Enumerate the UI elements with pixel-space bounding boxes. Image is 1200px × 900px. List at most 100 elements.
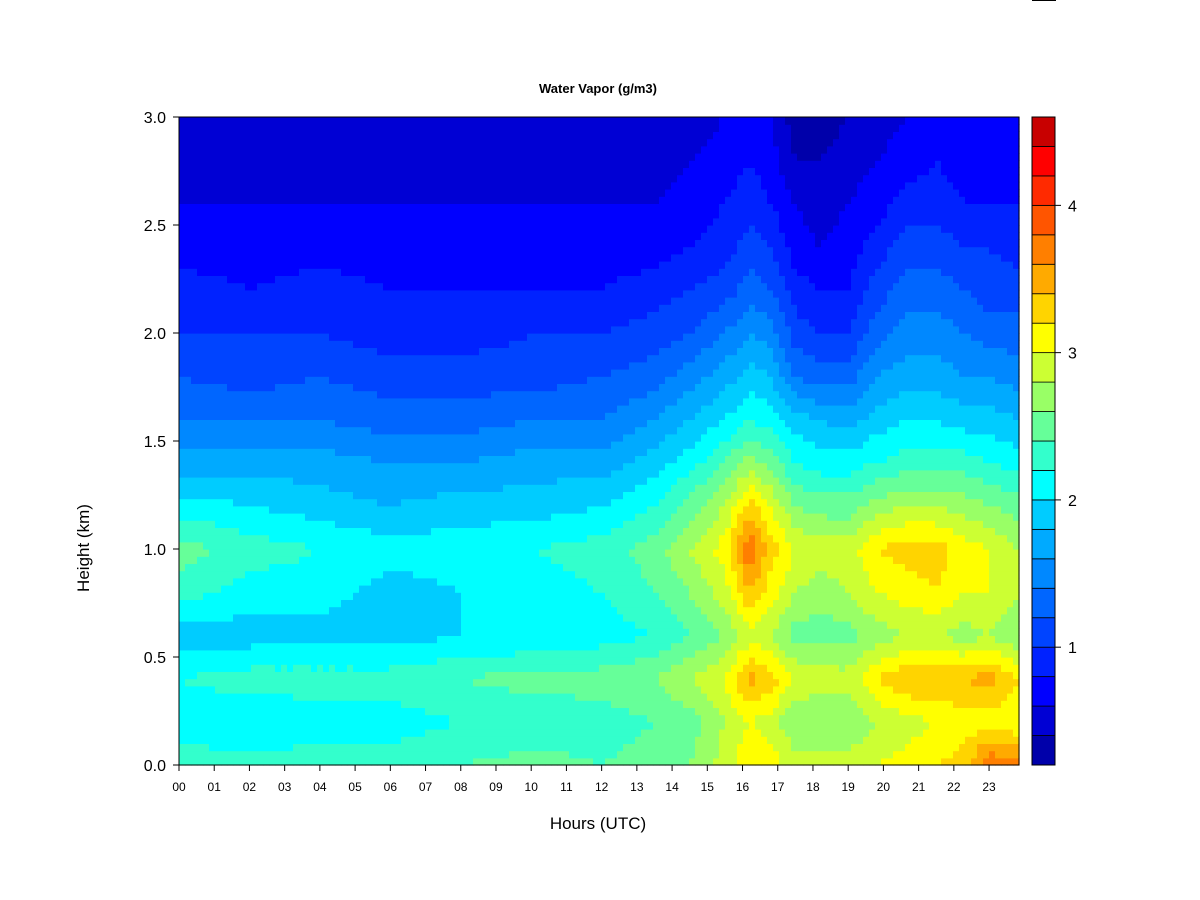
heatmap-cell <box>263 657 270 665</box>
heatmap-cell <box>209 369 216 377</box>
heatmap-cell <box>185 318 192 327</box>
heatmap-cell <box>227 354 234 363</box>
heatmap-cell <box>377 671 384 680</box>
heatmap-cell <box>209 275 216 284</box>
heatmap-cell <box>209 613 216 622</box>
heatmap-cell <box>479 232 486 240</box>
heatmap-cell <box>383 736 390 744</box>
heatmap-cell <box>203 693 210 701</box>
heatmap-cell <box>293 311 300 320</box>
heatmap-cell <box>221 520 228 528</box>
heatmap-cell <box>293 671 300 680</box>
heatmap-cell <box>443 117 450 125</box>
heatmap-cell <box>455 261 462 269</box>
heatmap-cell <box>485 455 492 464</box>
heatmap-cell <box>491 203 498 212</box>
heatmap-cell <box>425 635 432 644</box>
heatmap-cell <box>239 642 246 651</box>
heatmap-cell <box>425 397 432 406</box>
heatmap-cell <box>383 491 390 500</box>
heatmap-cell <box>419 592 426 600</box>
heatmap-cell <box>233 333 240 341</box>
heatmap-cell <box>365 520 372 528</box>
heatmap-cell <box>251 700 258 708</box>
heatmap-cell <box>443 556 450 564</box>
heatmap-cell <box>191 606 198 615</box>
heatmap-cell <box>395 203 402 212</box>
heatmap-cell <box>431 649 438 658</box>
heatmap-cell <box>311 599 318 608</box>
heatmap-cell <box>467 736 474 744</box>
heatmap-cell <box>365 477 372 485</box>
heatmap-cell <box>353 556 360 564</box>
heatmap-cell <box>239 743 246 752</box>
heatmap-cell <box>437 477 444 485</box>
heatmap-cell <box>215 664 222 672</box>
heatmap-cell <box>191 124 198 132</box>
heatmap-cell <box>215 469 222 478</box>
heatmap-cell <box>377 419 384 428</box>
heatmap-cell <box>281 203 288 212</box>
heatmap-cell <box>389 369 396 377</box>
heatmap-cell <box>227 714 234 723</box>
heatmap-cell <box>431 448 438 456</box>
heatmap-cell <box>449 304 456 312</box>
heatmap-cell <box>179 376 186 384</box>
heatmap-cell <box>335 563 342 572</box>
heatmap-cell <box>311 534 318 543</box>
heatmap-cell <box>479 181 486 190</box>
heatmap-cell <box>479 664 486 672</box>
heatmap-cell <box>185 268 192 276</box>
heatmap-cell <box>263 311 270 320</box>
heatmap-cell <box>419 757 426 766</box>
heatmap-cell <box>431 239 438 248</box>
heatmap-cell <box>497 347 504 356</box>
heatmap-cell <box>509 736 516 744</box>
heatmap-cell <box>329 412 336 420</box>
heatmap-cell <box>407 750 414 759</box>
heatmap-cell <box>377 549 384 557</box>
heatmap-cell <box>263 325 270 334</box>
heatmap-cell <box>203 354 210 363</box>
heatmap-cell <box>221 549 228 557</box>
heatmap-cell <box>371 613 378 622</box>
heatmap-cell <box>293 210 300 219</box>
heatmap-cell <box>209 383 216 392</box>
heatmap-cell <box>287 498 294 507</box>
heatmap-cell <box>479 225 486 233</box>
heatmap-cell <box>245 441 252 449</box>
heatmap-cell <box>455 498 462 507</box>
heatmap-cell <box>293 325 300 334</box>
heatmap-cell <box>287 196 294 204</box>
heatmap-cell <box>203 361 210 370</box>
heatmap-cell <box>221 239 228 248</box>
heatmap-cell <box>455 160 462 168</box>
heatmap-cell <box>263 289 270 298</box>
heatmap-cell <box>485 556 492 564</box>
heatmap-cell <box>455 376 462 384</box>
heatmap-cell <box>389 513 396 521</box>
heatmap-cell <box>341 275 348 284</box>
heatmap-cell <box>191 268 198 276</box>
heatmap-cell <box>443 685 450 694</box>
heatmap-cell <box>311 649 318 658</box>
heatmap-cell <box>455 649 462 658</box>
heatmap-cell <box>353 664 360 672</box>
heatmap-cell <box>329 145 336 154</box>
heatmap-cell <box>497 520 504 528</box>
heatmap-cell <box>185 275 192 284</box>
heatmap-cell <box>413 369 420 377</box>
heatmap-cell <box>461 196 468 204</box>
heatmap-cell <box>305 520 312 528</box>
heatmap-cell <box>251 729 258 737</box>
heatmap-cell <box>329 484 336 492</box>
heatmap-cell <box>395 563 402 572</box>
heatmap-cell <box>299 577 306 586</box>
heatmap-cell <box>227 383 234 392</box>
heatmap-cell <box>281 642 288 651</box>
heatmap-cell <box>509 621 516 629</box>
heatmap-cell <box>257 649 264 658</box>
heatmap-cell <box>401 297 408 305</box>
heatmap-cell <box>257 556 264 564</box>
heatmap-cell <box>179 426 186 435</box>
